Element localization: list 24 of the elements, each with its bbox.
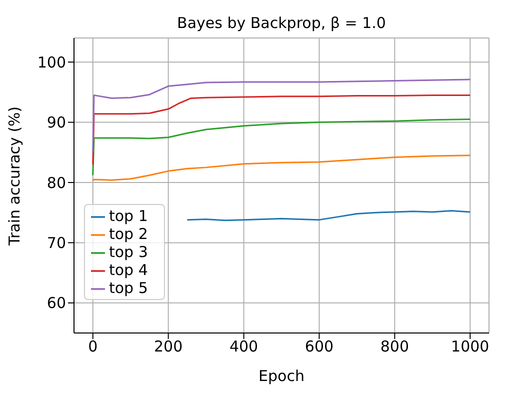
- y-tick-label: 100: [37, 53, 66, 72]
- x-tick-label: 1000: [451, 338, 490, 356]
- x-tick-label: 400: [229, 338, 258, 356]
- x-axis-title: Epoch: [258, 367, 304, 385]
- x-tick-label: 0: [88, 338, 98, 356]
- y-tick-label: 80: [46, 174, 66, 192]
- line-series: [92, 94, 471, 166]
- legend-label: top 3: [109, 243, 148, 261]
- x-tick-label: 800: [380, 338, 409, 356]
- legend-label: top 5: [109, 279, 148, 297]
- y-tick-label: 70: [46, 234, 66, 252]
- y-tick-label: 90: [46, 114, 66, 132]
- line-series: [92, 78, 471, 154]
- line-series: [92, 118, 471, 176]
- legend-label: top 4: [109, 261, 148, 279]
- legend-label: top 1: [109, 207, 148, 225]
- x-tick-label: 200: [154, 338, 183, 356]
- line-series: [92, 154, 471, 182]
- chart-title: Bayes by Backprop, β = 1.0: [177, 14, 386, 32]
- x-tick-label: 600: [304, 338, 334, 356]
- y-tick-label: 60: [46, 294, 66, 312]
- legend-label: top 2: [109, 225, 148, 243]
- line-series: [186, 210, 471, 222]
- y-axis-title: Train accuracy (%): [5, 106, 24, 246]
